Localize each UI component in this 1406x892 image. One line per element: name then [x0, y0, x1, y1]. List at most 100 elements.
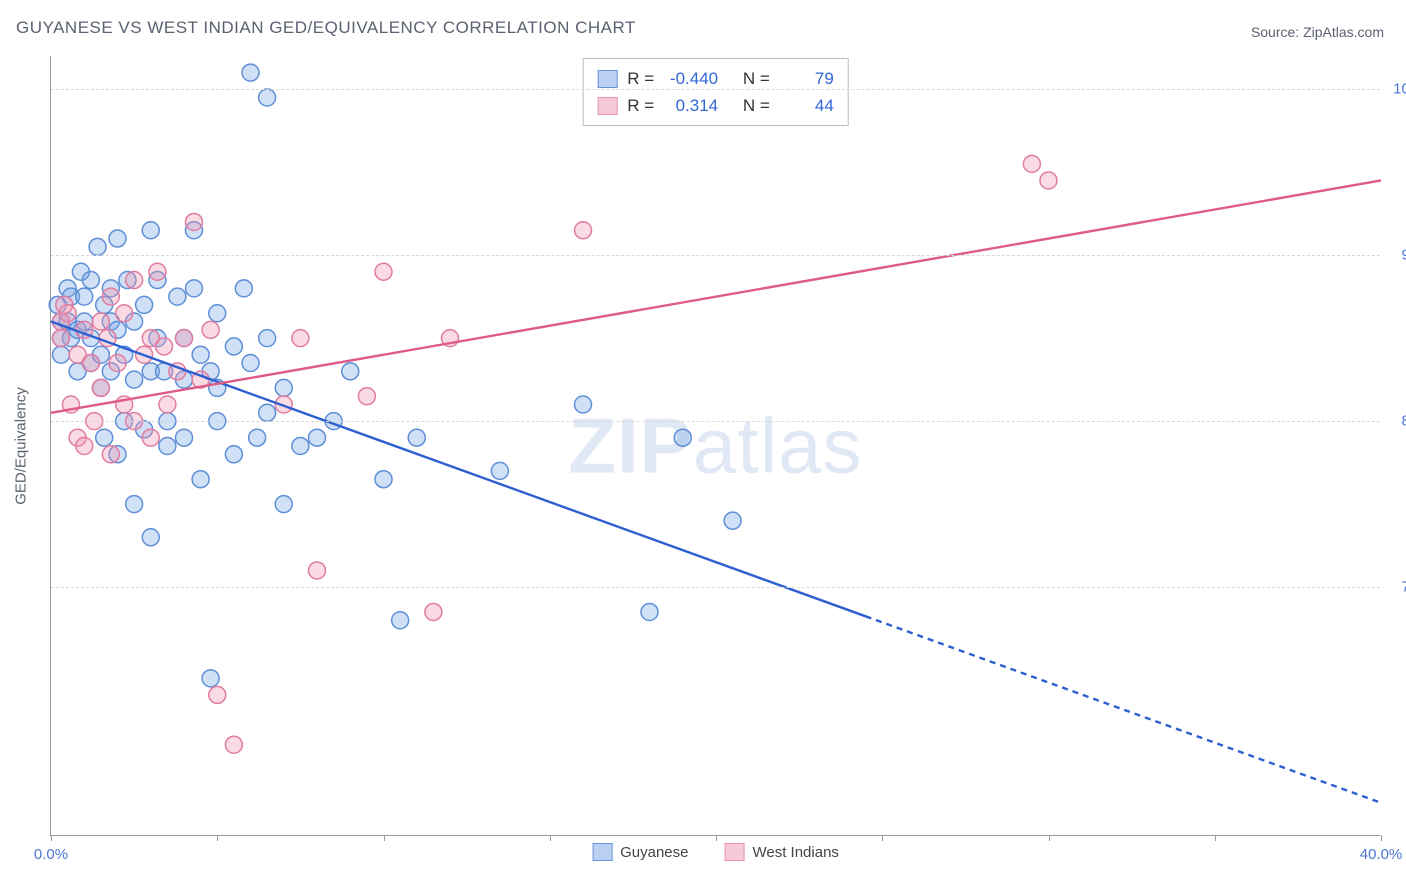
chart-title: GUYANESE VS WEST INDIAN GED/EQUIVALENCY … [16, 18, 636, 38]
x-tick [217, 835, 218, 841]
gridline-h [51, 587, 1380, 588]
scatter-point [116, 305, 133, 322]
scatter-point [242, 64, 259, 81]
scatter-point [724, 512, 741, 529]
swatch-guyanese [597, 70, 617, 88]
x-tick [550, 835, 551, 841]
legend-item-guyanese: Guyanese [592, 843, 688, 861]
scatter-point [76, 438, 93, 455]
scatter-point [142, 222, 159, 239]
scatter-point [1023, 155, 1040, 172]
stats-row-guyanese: R = -0.440 N = 79 [597, 65, 834, 92]
scatter-point [92, 379, 109, 396]
scatter-point [358, 388, 375, 405]
scatter-point [375, 263, 392, 280]
scatter-point [52, 330, 69, 347]
scatter-point [259, 89, 276, 106]
scatter-point [292, 438, 309, 455]
x-tick [716, 835, 717, 841]
x-tick [51, 835, 52, 841]
scatter-point [259, 404, 276, 421]
scatter-point [136, 296, 153, 313]
scatter-point [192, 346, 209, 363]
scatter-point [1040, 172, 1057, 189]
x-tick [384, 835, 385, 841]
y-tick-label: 70.0% [1388, 579, 1406, 596]
x-tick-label: 40.0% [1360, 846, 1403, 863]
scatter-point [491, 462, 508, 479]
scatter-point [309, 562, 326, 579]
scatter-point [575, 222, 592, 239]
x-tick [882, 835, 883, 841]
scatter-point [169, 288, 186, 305]
scatter-point [109, 355, 126, 372]
legend-bottom: Guyanese West Indians [592, 843, 839, 861]
scatter-point [109, 230, 126, 247]
scatter-point [82, 272, 99, 289]
regression-line-solid [51, 322, 866, 617]
scatter-point [209, 305, 226, 322]
scatter-point [292, 330, 309, 347]
gridline-h [51, 255, 1380, 256]
regression-line-solid [51, 180, 1381, 412]
legend-label-guyanese: Guyanese [620, 844, 688, 861]
chart-svg [51, 56, 1380, 835]
scatter-point [225, 736, 242, 753]
scatter-point [126, 272, 143, 289]
y-tick-label: 80.0% [1388, 413, 1406, 430]
scatter-point [159, 438, 176, 455]
x-tick-label: 0.0% [34, 846, 68, 863]
scatter-point [76, 288, 93, 305]
n-value-westindian: 44 [780, 92, 834, 119]
scatter-point [202, 670, 219, 687]
scatter-point [425, 603, 442, 620]
scatter-point [176, 429, 193, 446]
regression-line-dashed [866, 616, 1381, 802]
scatter-point [89, 238, 106, 255]
scatter-point [126, 371, 143, 388]
scatter-point [52, 346, 69, 363]
scatter-point [126, 496, 143, 513]
n-label: N = [743, 65, 770, 92]
y-tick-label: 90.0% [1388, 247, 1406, 264]
scatter-point [575, 396, 592, 413]
scatter-point [242, 355, 259, 372]
swatch-westindian [597, 97, 617, 115]
scatter-point [641, 603, 658, 620]
r-value-guyanese: -0.440 [664, 65, 718, 92]
scatter-point [202, 321, 219, 338]
legend-label-westindian: West Indians [752, 844, 838, 861]
legend-swatch-westindian [724, 843, 744, 861]
source-attribution: Source: ZipAtlas.com [1251, 24, 1384, 40]
scatter-point [92, 313, 109, 330]
scatter-point [275, 379, 292, 396]
plot-area: GED/Equivalency ZIPatlas R = -0.440 N = … [50, 56, 1380, 836]
scatter-point [275, 496, 292, 513]
stats-box: R = -0.440 N = 79 R = 0.314 N = 44 [582, 58, 849, 126]
gridline-h [51, 89, 1380, 90]
gridline-h [51, 421, 1380, 422]
legend-item-westindian: West Indians [724, 843, 838, 861]
scatter-point [225, 338, 242, 355]
y-axis-label: GED/Equivalency [13, 387, 30, 505]
scatter-point [82, 355, 99, 372]
scatter-point [259, 330, 276, 347]
n-label: N = [743, 92, 770, 119]
legend-swatch-guyanese [592, 843, 612, 861]
scatter-point [176, 330, 193, 347]
scatter-point [185, 213, 202, 230]
scatter-point [392, 612, 409, 629]
stats-row-westindian: R = 0.314 N = 44 [597, 92, 834, 119]
scatter-point [192, 471, 209, 488]
scatter-point [149, 263, 166, 280]
r-label: R = [627, 65, 654, 92]
x-tick [1381, 835, 1382, 841]
scatter-point [225, 446, 242, 463]
y-tick-label: 100.0% [1388, 81, 1406, 98]
scatter-point [102, 446, 119, 463]
scatter-point [209, 686, 226, 703]
scatter-point [309, 429, 326, 446]
x-tick [1215, 835, 1216, 841]
n-value-guyanese: 79 [780, 65, 834, 92]
scatter-point [159, 396, 176, 413]
